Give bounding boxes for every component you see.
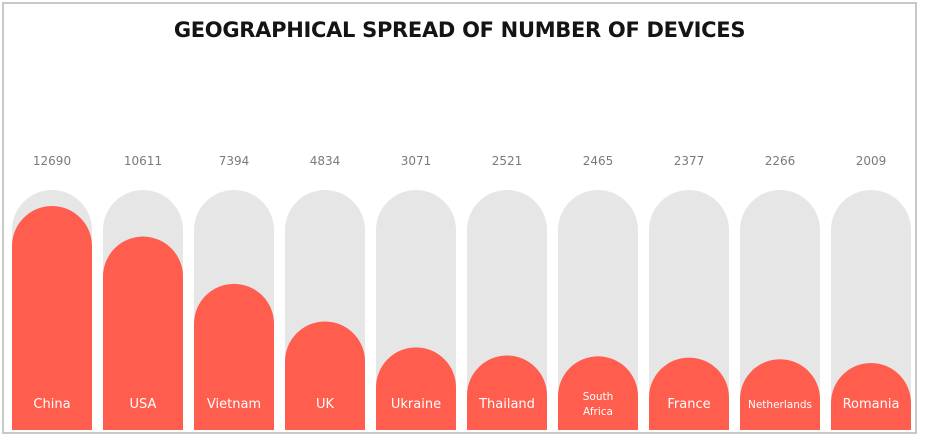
category-label: UK	[316, 397, 335, 412]
value-label: 12690	[33, 154, 71, 168]
bar-group-france: 2377 France	[649, 154, 729, 430]
bar-group-ukraine: 3071 Ukraine	[376, 154, 456, 430]
category-label: Vietnam	[207, 397, 261, 412]
category-label: South Africa	[583, 391, 614, 418]
category-label: France	[667, 397, 710, 412]
bar-group-uk: 4834 UK	[285, 154, 365, 430]
bar-group-netherlands: 2266 Netherlands	[740, 154, 820, 430]
bar-group-vietnam: 7394 Vietnam	[194, 154, 274, 430]
value-label: 3071	[401, 154, 432, 168]
bar-group-usa: 10611 USA	[103, 154, 183, 430]
category-label: Ukraine	[391, 397, 441, 412]
bar[interactable]	[376, 347, 456, 430]
bar[interactable]	[12, 206, 92, 430]
bar-group-china: 12690 China	[12, 154, 92, 430]
bar[interactable]	[103, 236, 183, 430]
bar[interactable]	[285, 321, 365, 430]
value-label: 7394	[219, 154, 250, 168]
bar[interactable]	[558, 356, 638, 430]
value-label: 4834	[310, 154, 341, 168]
bar[interactable]	[467, 355, 547, 430]
value-label: 2377	[674, 154, 705, 168]
category-label: USA	[130, 397, 157, 412]
bar-group-thailand: 2521 Thailand	[467, 154, 547, 430]
category-label: Netherlands	[748, 399, 812, 411]
bar[interactable]	[831, 363, 911, 430]
bar[interactable]	[740, 359, 820, 430]
category-label: Romania	[843, 397, 900, 412]
value-label: 10611	[124, 154, 162, 168]
chart-title: GEOGRAPHICAL SPREAD OF NUMBER OF DEVICES	[173, 18, 746, 42]
category-label: Thailand	[478, 397, 535, 412]
bar[interactable]	[649, 357, 729, 430]
category-label: China	[33, 397, 70, 412]
bar[interactable]	[194, 283, 274, 430]
value-label: 2009	[856, 154, 887, 168]
bar-group-south-africa: 2465 South Africa	[558, 154, 638, 430]
bar-group-romania: 2009 Romania	[831, 154, 911, 430]
value-label: 2465	[583, 154, 614, 168]
value-label: 2266	[765, 154, 796, 168]
value-label: 2521	[492, 154, 523, 168]
